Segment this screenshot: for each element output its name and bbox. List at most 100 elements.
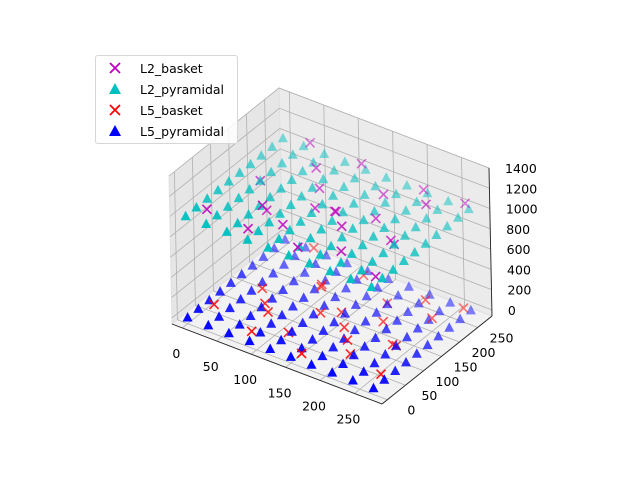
l5-pyramidal-point xyxy=(307,334,318,344)
l2-pyramidal-point xyxy=(243,209,254,219)
l2-pyramidal-point xyxy=(338,181,349,191)
l5-pyramidal-point xyxy=(368,382,379,393)
triangle-marker-icon xyxy=(109,83,121,94)
l2-pyramidal-point xyxy=(421,213,432,223)
l5-pyramidal-point xyxy=(360,316,371,326)
l2-basket-point xyxy=(311,162,322,173)
l5-pyramidal-point xyxy=(350,299,361,309)
l5-pyramidal-point xyxy=(340,308,350,318)
z-axis-line xyxy=(488,167,493,317)
l2-pyramidal-point xyxy=(328,190,339,200)
l2-pyramidal-point xyxy=(329,165,340,175)
tick-labels: 0501001502002500501001502002500200400600… xyxy=(172,161,537,427)
l5-pyramidal-point xyxy=(234,319,245,329)
l2-pyramidal-point xyxy=(378,247,389,258)
l2-pyramidal-point xyxy=(221,226,232,236)
l2-pyramidal-point xyxy=(307,182,318,192)
l2-pyramidal-point xyxy=(295,216,306,226)
l2-pyramidal-point xyxy=(369,205,380,216)
l5-pyramidal-point xyxy=(347,375,358,385)
l2-pyramidal-point xyxy=(399,230,410,240)
legend-item-l2-pyramidal: L2_pyramidal xyxy=(104,79,224,99)
z-tick-label: 1400 xyxy=(505,161,537,176)
l2-basket-point xyxy=(336,246,347,257)
l2-pyramidal-point xyxy=(234,167,245,177)
l5-pyramidal-point xyxy=(445,297,456,307)
l5-pyramidal-point xyxy=(370,332,381,342)
l5-basket-point xyxy=(308,242,319,254)
l5-pyramidal-point xyxy=(424,289,435,299)
l2-pyramidal-point xyxy=(256,150,267,160)
l5-pyramidal-point xyxy=(288,275,299,286)
l5-pyramidal-point xyxy=(341,282,351,293)
y-tick-label: 100 xyxy=(436,374,460,389)
x-tick-label: 150 xyxy=(268,385,292,400)
l2-pyramidal-point xyxy=(317,198,328,209)
x-tick-label: 100 xyxy=(233,372,257,387)
l5-pyramidal-point xyxy=(246,285,257,295)
l5-pyramidal-point xyxy=(276,334,287,345)
l2-basket-point xyxy=(305,137,316,148)
l5-pyramidal-point xyxy=(434,305,445,316)
z-grid-line xyxy=(169,128,490,217)
legend-label: L2_basket xyxy=(140,60,203,76)
l2-pyramidal-point xyxy=(266,166,277,177)
l2-basket-point xyxy=(257,200,268,211)
l2-pyramidal-point xyxy=(356,264,367,275)
l5-basket-point xyxy=(342,335,353,346)
l5-pyramidal-point xyxy=(423,314,434,324)
x-tick-label: 0 xyxy=(172,346,180,361)
z-grid-line xyxy=(169,107,490,197)
y-grid-line xyxy=(192,157,406,386)
triangle-marker-icon xyxy=(109,125,121,136)
l5-pyramidal-point xyxy=(393,290,404,300)
l2-pyramidal-point xyxy=(348,198,359,208)
l2-pyramidal-point xyxy=(316,224,327,234)
l2-pyramidal-point xyxy=(212,209,222,220)
l5-basket-point xyxy=(339,322,350,333)
x-marker-icon xyxy=(109,104,121,116)
l2-pyramidal-point xyxy=(305,232,316,243)
l2-pyramidal-point xyxy=(358,214,369,225)
l5-basket-point xyxy=(209,299,220,310)
l5-pyramidal-point xyxy=(402,306,413,316)
l5-pyramidal-point xyxy=(258,251,269,261)
l5-pyramidal-point xyxy=(297,317,308,327)
l2-pyramidal-point xyxy=(442,220,453,231)
l5-basket-point xyxy=(262,307,274,318)
l2-pyramidal-point xyxy=(389,239,400,249)
l5-pyramidal-point xyxy=(214,311,225,321)
l5-pyramidal-point xyxy=(379,374,390,384)
l2-pyramidal-point xyxy=(357,239,368,250)
l2-pyramidal-point xyxy=(345,273,356,284)
l2-pyramidal-point xyxy=(377,272,388,283)
l2-pyramidal-point xyxy=(420,238,431,248)
l5-pyramidal-point xyxy=(422,339,433,350)
l2-pyramidal-point xyxy=(347,223,358,233)
x-tick-label: 250 xyxy=(337,412,361,427)
l2-pyramidal-point xyxy=(223,176,234,186)
l5-basket-point xyxy=(296,348,307,359)
y-grid-line xyxy=(246,113,460,343)
l2-pyramidal-point xyxy=(255,175,266,185)
l2-pyramidal-point xyxy=(337,231,347,242)
l2-pyramidal-point xyxy=(388,264,399,274)
l5-pyramidal-point xyxy=(433,330,444,341)
l2-basket-point xyxy=(370,213,381,224)
l2-pyramidal-point xyxy=(242,234,253,244)
l2-pyramidal-point xyxy=(254,200,265,210)
legend-item-l5-pyramidal: L5_pyramidal xyxy=(104,121,224,141)
l5-pyramidal-point xyxy=(268,268,279,278)
x-grid-line xyxy=(285,131,397,368)
l2-pyramidal-point xyxy=(380,197,391,207)
l2-pyramidal-point xyxy=(277,157,287,168)
l2-pyramidal-point xyxy=(422,187,433,198)
l5-pyramidal-point xyxy=(444,322,455,332)
l2-pyramidal-point xyxy=(411,196,422,206)
l2-pyramidal-point xyxy=(400,205,411,215)
l2-pyramidal-point xyxy=(359,189,370,199)
z-tick-label: 1000 xyxy=(506,202,538,217)
l2-basket-point xyxy=(292,242,303,253)
x-tick-label: 50 xyxy=(203,359,219,374)
l2-pyramidal-point xyxy=(244,183,255,194)
